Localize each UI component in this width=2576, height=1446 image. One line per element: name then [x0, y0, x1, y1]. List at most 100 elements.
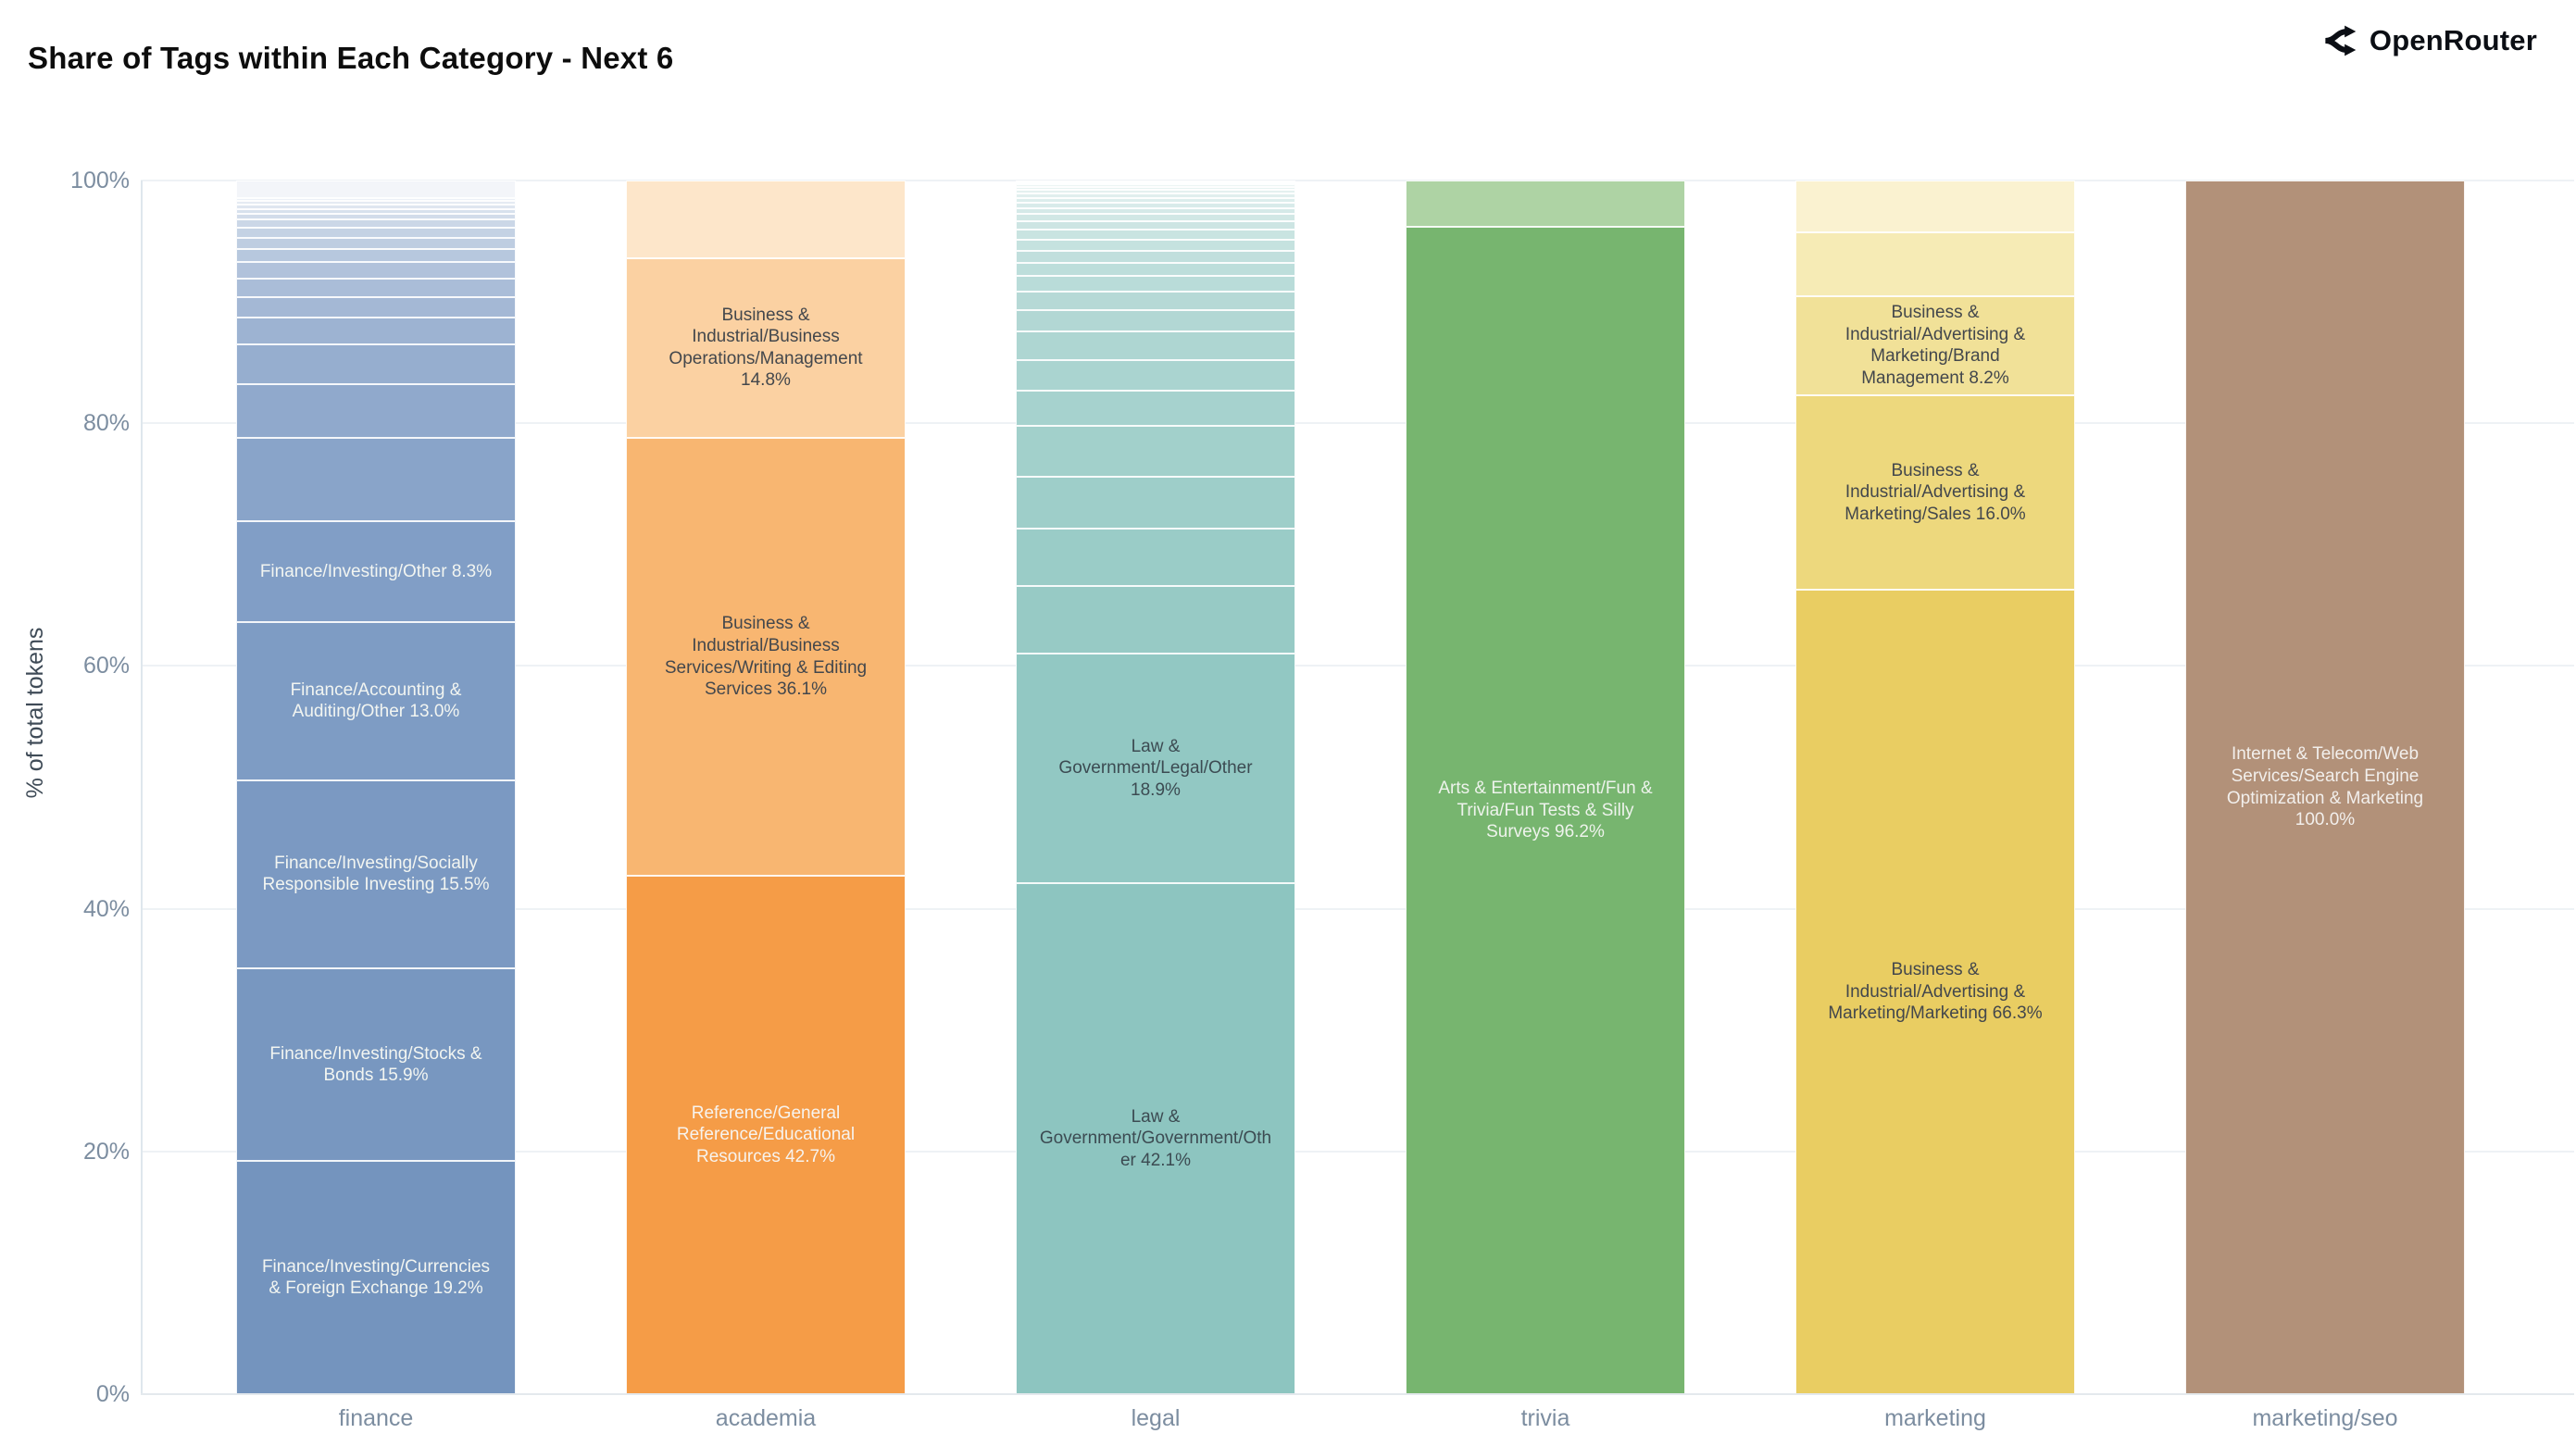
- category-label-finance: finance: [338, 1405, 414, 1431]
- bar-segment[interactable]: [236, 208, 516, 215]
- bar-segment[interactable]: [1016, 190, 1295, 193]
- bar-segment[interactable]: [236, 219, 516, 229]
- bar-legal: Law & Government/Government/Other 42.1% L…: [1016, 181, 1295, 1394]
- y-axis-title: % of total tokens: [22, 627, 48, 799]
- segment-label: Finance/Investing/Socially Responsible I…: [262, 853, 490, 895]
- gridline: [141, 180, 2574, 181]
- category-label-trivia: trivia: [1520, 1405, 1570, 1431]
- bar-segment[interactable]: [1016, 184, 1295, 187]
- segment-label: Finance/Investing/Other 8.3%: [259, 562, 493, 582]
- bar-trivia: Arts & Entertainment/Fun & Trivia/Fun Te…: [1406, 181, 1685, 1394]
- bar-segment[interactable]: [236, 198, 516, 202]
- bar-segment[interactable]: [236, 261, 516, 280]
- bar-segment[interactable]: [1016, 197, 1295, 203]
- y-axis-line: [141, 181, 143, 1394]
- bar-segment[interactable]: [1795, 181, 2075, 233]
- openrouter-fork-icon: [2320, 24, 2357, 57]
- category-label-marketing: marketing: [1884, 1405, 1986, 1431]
- bar-segment[interactable]: [236, 249, 516, 262]
- gridline: [141, 907, 2574, 910]
- bar-segment[interactable]: [1016, 207, 1295, 215]
- openrouter-logo-text: OpenRouter: [2369, 24, 2537, 56]
- y-tick-label: 100%: [70, 168, 130, 193]
- bar-segment[interactable]: [1795, 232, 2075, 296]
- bar-segment[interactable]: [1016, 186, 1295, 191]
- segment-label: Business & Industrial/Advertising & Mark…: [1844, 460, 2026, 524]
- bar-segment[interactable]: Law & Government/Government/Other 42.1%: [1016, 883, 1295, 1394]
- segment-label: Internet & Telecom/Web Services/Search E…: [2226, 744, 2424, 830]
- bar-segment[interactable]: Finance/Investing/Stocks & Bonds 15.9%: [236, 967, 516, 1162]
- bar-segment[interactable]: [1016, 230, 1295, 240]
- bar-segment[interactable]: Business & Industrial/Business Operation…: [626, 257, 906, 438]
- bar-segment[interactable]: [236, 228, 516, 239]
- gridline: [141, 1150, 2574, 1153]
- bar-segment[interactable]: [1016, 425, 1295, 477]
- bar-segment[interactable]: [236, 318, 516, 345]
- segment-label: Business & Industrial/Business Services/…: [664, 614, 868, 700]
- segment-label: Reference/General Reference/Educational …: [676, 1103, 856, 1166]
- segment-label: Business & Industrial/Advertising & Mark…: [1844, 303, 2026, 388]
- gridline: [141, 422, 2574, 425]
- bar-segment[interactable]: [1016, 221, 1295, 231]
- bar-segment[interactable]: [236, 296, 516, 318]
- page-title: Share of Tags within Each Category - Nex…: [28, 41, 674, 76]
- openrouter-logo[interactable]: OpenRouter: [2320, 24, 2537, 57]
- x-axis-line: [141, 1393, 2574, 1395]
- bar-segment[interactable]: [1016, 292, 1295, 310]
- bar-segment[interactable]: [1016, 239, 1295, 251]
- y-tick-label: 80%: [82, 410, 130, 437]
- bar-segment[interactable]: Arts & Entertainment/Fun & Trivia/Fun Te…: [1406, 226, 1685, 1394]
- bar-segment[interactable]: [1016, 390, 1295, 426]
- bar-segment[interactable]: [1016, 276, 1295, 293]
- gridline: [141, 665, 2574, 667]
- segment-label: Arts & Entertainment/Fun & Trivia/Fun Te…: [1438, 779, 1653, 842]
- bar-segment[interactable]: [1016, 214, 1295, 222]
- bar-academia: Reference/General Reference/Educational …: [626, 181, 906, 1394]
- bar-segment[interactable]: Business & Industrial/Advertising & Mark…: [1795, 395, 2075, 590]
- y-tick-label: 0%: [95, 1381, 130, 1407]
- bar-segment[interactable]: Internet & Telecom/Web Services/Search E…: [2185, 181, 2465, 1394]
- bar-segment[interactable]: [236, 344, 516, 385]
- bar-segment[interactable]: [236, 384, 516, 438]
- bar-segment[interactable]: Finance/Investing/Other 8.3%: [236, 521, 516, 623]
- bar-segment[interactable]: [1016, 181, 1295, 183]
- y-tick-label: 20%: [82, 1138, 130, 1165]
- bar-segment[interactable]: Business & Industrial/Advertising & Mark…: [1795, 589, 2075, 1394]
- bar-segment[interactable]: [236, 201, 516, 206]
- bar-segment[interactable]: Finance/Accounting & Auditing/Other 13.0…: [236, 622, 516, 780]
- bar-segment[interactable]: [236, 181, 516, 199]
- y-tick-label: 40%: [82, 895, 130, 922]
- bar-segment[interactable]: Business & Industrial/Advertising & Mark…: [1795, 295, 2075, 396]
- category-label-marketing/seo: marketing/seo: [2252, 1405, 2398, 1431]
- bar-segment[interactable]: [1016, 182, 1295, 185]
- bar-segment[interactable]: Finance/Investing/Socially Responsible I…: [236, 779, 516, 968]
- bar-segment[interactable]: [1016, 250, 1295, 263]
- bar-segment[interactable]: [236, 238, 516, 250]
- bar-segment[interactable]: [236, 214, 516, 220]
- bar-segment[interactable]: [1016, 476, 1295, 530]
- bar-segment[interactable]: [236, 437, 516, 522]
- bar-segment[interactable]: Law & Government/Legal/Other 18.9%: [1016, 654, 1295, 884]
- bar-marketing: Business & Industrial/Advertising & Mark…: [1795, 181, 2075, 1394]
- bar-segment[interactable]: [236, 279, 516, 297]
- bar-segment[interactable]: [1016, 330, 1295, 361]
- bar-segment[interactable]: [1016, 585, 1295, 654]
- category-label-legal: legal: [1131, 1405, 1181, 1431]
- bar-segment[interactable]: [1016, 529, 1295, 586]
- category-label-academia: academia: [715, 1405, 817, 1431]
- segment-label: Law & Government/Legal/Other 18.9%: [1058, 736, 1253, 800]
- bar-segment[interactable]: [1016, 309, 1295, 331]
- bar-segment[interactable]: [1016, 202, 1295, 208]
- bar-segment[interactable]: [1016, 360, 1295, 391]
- bar-segment[interactable]: Business & Industrial/Business Services/…: [626, 437, 906, 877]
- segment-label: Finance/Accounting & Auditing/Other 13.0…: [290, 679, 462, 722]
- bar-segment[interactable]: Finance/Investing/Currencies & Foreign E…: [236, 1161, 516, 1394]
- bar-segment[interactable]: Reference/General Reference/Educational …: [626, 876, 906, 1394]
- segment-label: Business & Industrial/Advertising & Mark…: [1828, 960, 2043, 1024]
- bar-segment[interactable]: [1016, 262, 1295, 277]
- bar-segment[interactable]: [626, 181, 906, 258]
- bar-segment[interactable]: [236, 205, 516, 209]
- bar-segment[interactable]: [1406, 181, 1685, 227]
- bar-segment[interactable]: [1016, 193, 1295, 198]
- segment-label: Finance/Investing/Stocks & Bonds 15.9%: [269, 1043, 482, 1086]
